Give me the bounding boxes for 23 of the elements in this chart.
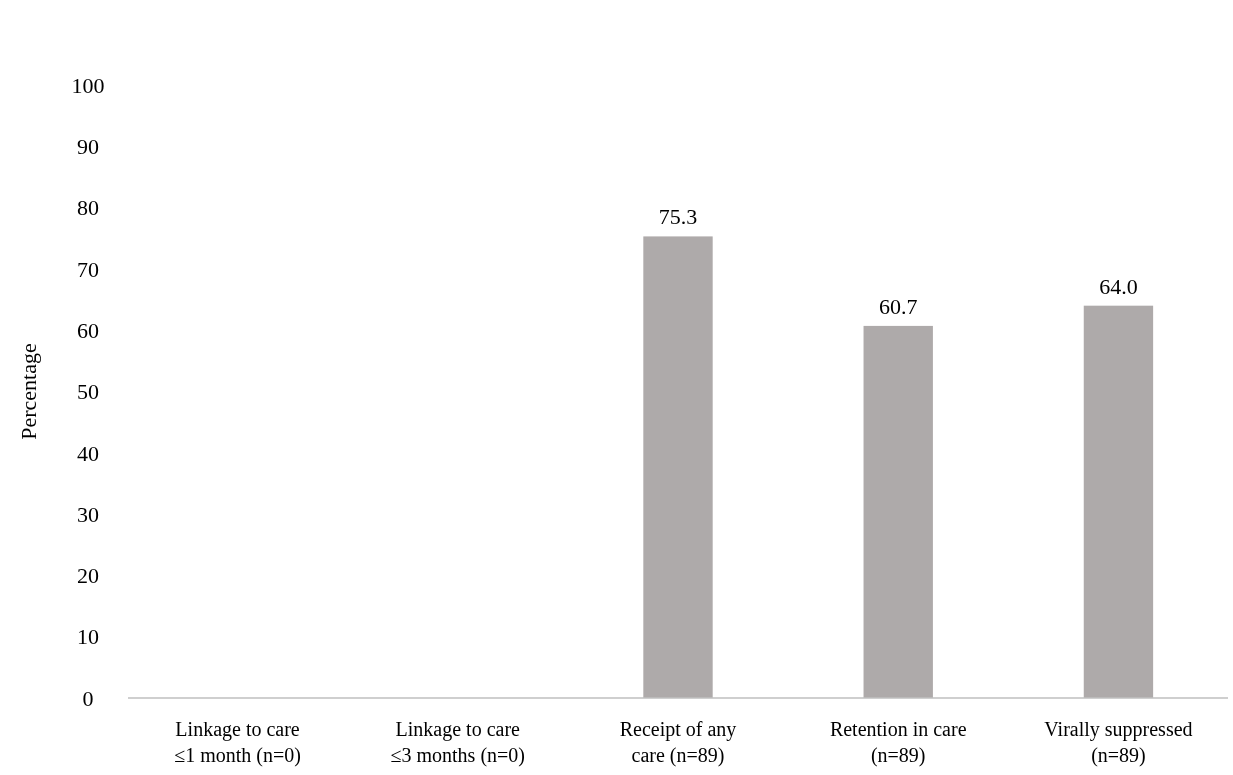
x-tick-label: Retention in care (n=89) [829, 718, 967, 767]
y-tick-label: 30 [77, 501, 99, 527]
y-tick-label: 100 [71, 72, 105, 98]
data-label: 75.3 [658, 204, 698, 230]
data-label: 60.7 [878, 293, 918, 319]
x-tick-label: Linkage to care ≤3 months (n=0) [390, 718, 526, 767]
data-label: 64.0 [1099, 273, 1138, 299]
y-tick-label: 20 [77, 563, 99, 589]
bar [863, 325, 933, 698]
y-axis-title: Percentage [16, 343, 41, 440]
y-tick-label: 40 [77, 440, 99, 466]
y-tick-label: 90 [77, 134, 99, 159]
y-tick-label: 10 [77, 624, 99, 650]
x-tick-label: Virally suppressed (n=89) [1044, 718, 1193, 767]
y-tick-label: 0 [82, 685, 94, 711]
x-tick-label: Receipt of any care (n=89) [619, 718, 737, 767]
y-tick-label: 70 [77, 256, 99, 282]
bar [643, 236, 713, 698]
y-tick-label: 60 [77, 317, 99, 343]
x-tick-label: Linkage to care ≤1 month (n=0) [174, 718, 301, 767]
y-tick-label: 50 [77, 379, 99, 405]
bar [1083, 305, 1154, 698]
y-tick-label: 80 [77, 195, 99, 221]
